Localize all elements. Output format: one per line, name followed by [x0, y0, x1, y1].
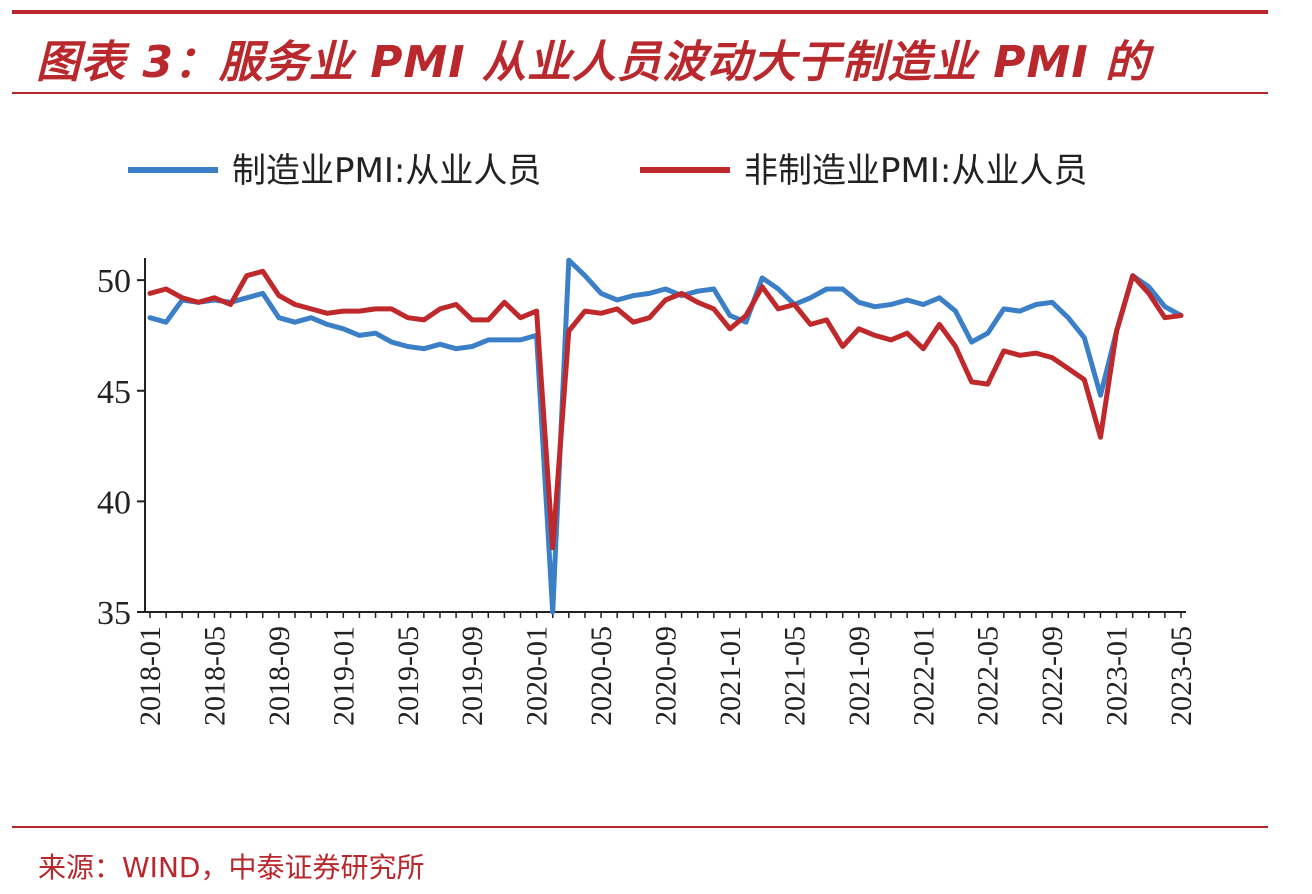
x-tick-label: 2022-05: [972, 626, 1005, 726]
title-rule: [12, 92, 1268, 94]
x-tick-label: 2022-09: [1036, 626, 1069, 726]
x-tick-label: 2018-09: [263, 626, 296, 726]
bottom-rule: [12, 826, 1268, 828]
legend: 制造业PMI:从业人员 非制造业PMI:从业人员: [128, 151, 1087, 191]
x-tick-label: 2021-09: [843, 626, 876, 726]
top-rule: [12, 10, 1268, 14]
x-tick-label: 2019-05: [392, 626, 425, 726]
line-chart: 制造业PMI:从业人员 非制造业PMI:从业人员 35 40 45 50 2018-01…: [97, 151, 1198, 726]
y-tick-label: 35: [97, 595, 131, 632]
source-note: 来源：WIND，中泰证券研究所: [38, 851, 425, 884]
y-tick-label: 40: [97, 484, 131, 521]
x-tick-label: 2018-05: [198, 626, 231, 726]
x-tick-label: 2023-05: [1165, 626, 1198, 726]
x-tick-label: 2021-01: [714, 626, 747, 726]
x-tick-label: 2023-01: [1101, 626, 1134, 726]
legend-label-non-manufacturing: 非制造业PMI:从业人员: [744, 151, 1087, 191]
x-tick-label: 2021-05: [778, 626, 811, 726]
series-group: [147, 257, 1184, 615]
series-line-non-manufacturing: [147, 268, 1184, 551]
x-tick-label: 2018-01: [134, 626, 167, 726]
x-tick-label: 2022-01: [907, 626, 940, 726]
x-tick-label: 2020-05: [585, 626, 618, 726]
x-tick-label: 2020-09: [650, 626, 683, 726]
x-tick-label: 2019-01: [327, 626, 360, 726]
page-title: 图表 3：服务业 PMI 从业人员波动大于制造业 PMI 的: [36, 37, 1151, 88]
x-tick-label: 2019-09: [456, 626, 489, 726]
y-tick-label: 50: [97, 263, 131, 300]
legend-label-manufacturing: 制造业PMI:从业人员: [232, 151, 541, 191]
y-tick-label: 45: [97, 374, 131, 411]
x-tick-label: 2020-01: [521, 626, 554, 726]
axes: 35 40 45 50 2018-01 2018-05 2018-09 2019-01 2019…: [97, 258, 1198, 726]
series-line-manufacturing: [147, 257, 1184, 615]
